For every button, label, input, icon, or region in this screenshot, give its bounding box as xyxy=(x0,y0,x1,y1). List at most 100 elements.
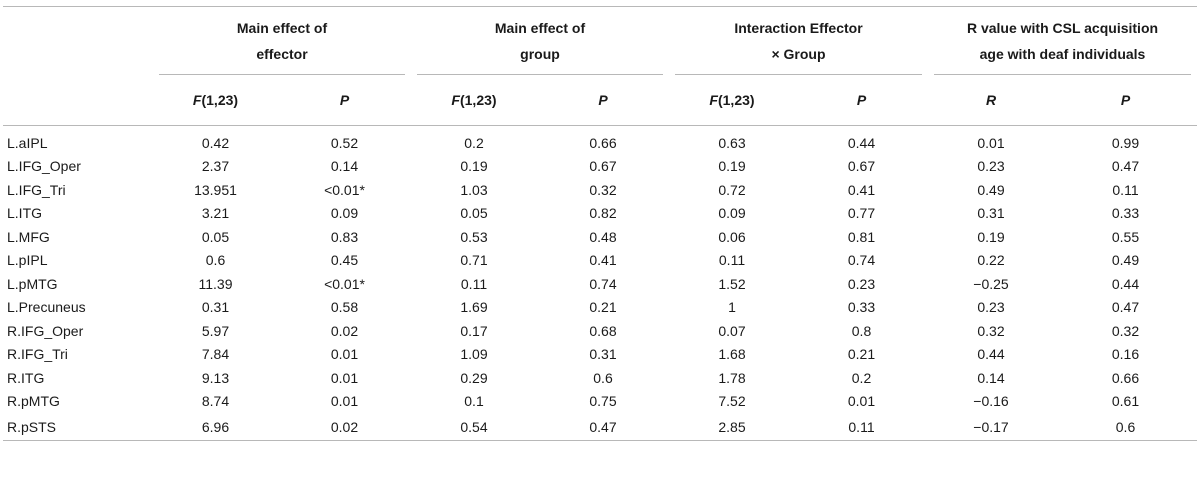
group-underline xyxy=(675,74,922,75)
col-header-p: P xyxy=(537,75,669,126)
col-header-p: P xyxy=(795,75,928,126)
cell-value: 0.82 xyxy=(589,205,617,222)
cell-value: 0.11 xyxy=(1112,181,1139,198)
table-row: R.IFG_Tri 7.84 0.01 1.09 0.31 1.68 0.21 … xyxy=(3,343,1197,367)
cell-value: 0.75 xyxy=(589,393,617,410)
cell-value: 0.44 xyxy=(847,134,876,151)
cell-value: 0.17 xyxy=(460,322,488,339)
cell-value: 0.77 xyxy=(847,205,876,222)
region-label: R.IFG_Tri xyxy=(7,346,68,363)
cell-value: 0.42 xyxy=(201,134,230,151)
table-row: L.Precuneus 0.31 0.58 1.69 0.21 1 0.33 0… xyxy=(3,296,1197,320)
f-symbol: F xyxy=(192,92,202,108)
group-underline xyxy=(159,74,405,75)
table-row: R.ITG 9.13 0.01 0.29 0.6 1.78 0.2 0.14 0… xyxy=(3,366,1197,390)
cell-value: 0.6 xyxy=(1054,413,1197,441)
region-label: L.Precuneus xyxy=(7,299,86,316)
cell-value: 0.02 xyxy=(278,413,411,441)
cell-value: 0.1 xyxy=(464,393,484,410)
cell-value: 2.85 xyxy=(669,413,795,441)
region-label: L.IFG_Oper xyxy=(7,158,81,175)
cell-value: 0.05 xyxy=(201,228,230,245)
cell-value: 0.61 xyxy=(1111,393,1140,410)
cell-value: −0.25 xyxy=(973,275,1009,292)
cell-value: 0.19 xyxy=(977,228,1005,245)
cell-value: 0.83 xyxy=(330,228,359,245)
cell-value: 11.39 xyxy=(198,275,233,292)
region-label: L.pMTG xyxy=(7,275,58,292)
cell-value: 0.6 xyxy=(205,252,226,269)
cell-value: 1.09 xyxy=(460,346,488,363)
cell-value: 0.21 xyxy=(589,299,617,316)
group-header-line1: R value with CSL acquisition xyxy=(966,20,1159,36)
region-label: L.ITG xyxy=(7,205,43,222)
cell-value: 0.33 xyxy=(847,299,876,316)
cell-value: 0.2 xyxy=(851,369,872,386)
cell-value: 0.06 xyxy=(718,228,746,245)
cell-value: 1.03 xyxy=(460,181,488,198)
cell-value: 0.47 xyxy=(1111,299,1140,316)
table-row: R.pSTS 6.96 0.02 0.54 0.47 2.85 0.11 −0.… xyxy=(3,413,1197,441)
cell-value: 0.02 xyxy=(330,322,359,339)
group-underline xyxy=(417,74,663,75)
cell-value: 0.63 xyxy=(718,134,746,151)
cell-value: 0.29 xyxy=(460,369,488,386)
group-header-effector: Main effect of effector xyxy=(153,6,411,75)
cell-value: 0.66 xyxy=(1111,369,1140,386)
f-symbol: F xyxy=(709,92,718,108)
region-label: R.IFG_Oper xyxy=(7,322,84,339)
cell-value: 0.09 xyxy=(330,205,359,222)
cell-value: 0.58 xyxy=(330,299,359,316)
cell-value: 0.2 xyxy=(464,134,484,151)
region-label: L.MFG xyxy=(7,228,50,245)
group-header-row: Main effect of effector Main effect of g… xyxy=(3,6,1197,75)
cell-value: 0.44 xyxy=(1111,275,1140,292)
cell-value: 0.31 xyxy=(201,299,230,316)
f-df: (1,23) xyxy=(459,92,497,108)
cell-value: 0.11 xyxy=(460,275,488,292)
cell-value: 0.11 xyxy=(795,413,928,441)
cell-value: 0.44 xyxy=(977,346,1005,363)
cell-value: <0.01* xyxy=(324,275,365,292)
region-label: L.pIPL xyxy=(7,252,48,269)
table-row: R.IFG_Oper 5.97 0.02 0.17 0.68 0.07 0.8 … xyxy=(3,319,1197,343)
cell-value: 7.52 xyxy=(718,393,746,410)
cell-value: 0.67 xyxy=(589,158,617,175)
table-row: L.pIPL 0.6 0.45 0.71 0.41 0.11 0.74 0.22… xyxy=(3,249,1197,273)
cell-value: 0.05 xyxy=(460,205,488,222)
col-header-f: F(1,23) xyxy=(153,75,278,126)
col-header-f: F(1,23) xyxy=(669,75,795,126)
f-df: (1,23) xyxy=(201,92,239,108)
cell-value: 0.14 xyxy=(330,158,359,175)
cell-value: 1.69 xyxy=(460,299,488,316)
cell-value: 0.31 xyxy=(977,205,1005,222)
cell-value: −0.16 xyxy=(973,393,1009,410)
col-header-r: R xyxy=(928,75,1054,126)
cell-value: 0.49 xyxy=(977,181,1005,198)
cell-value: 5.97 xyxy=(201,322,230,339)
group-header-line2: age with deaf individuals xyxy=(979,46,1146,62)
cell-value: 0.32 xyxy=(589,181,617,198)
cell-value: 0.23 xyxy=(847,275,876,292)
cell-value: 0.67 xyxy=(847,158,876,175)
table-row: L.IFG_Oper 2.37 0.14 0.19 0.67 0.19 0.67… xyxy=(3,155,1197,179)
cell-value: 0.07 xyxy=(718,322,746,339)
cell-value: 0.32 xyxy=(977,322,1005,339)
table-row: L.pMTG 11.39 <0.01* 0.11 0.74 1.52 0.23 … xyxy=(3,272,1197,296)
cell-value: 0.22 xyxy=(977,252,1005,269)
cell-value: 2.37 xyxy=(201,158,230,175)
cell-value: 1.52 xyxy=(718,275,746,292)
empty-corner-cell xyxy=(3,6,153,75)
f-symbol: F xyxy=(451,92,460,108)
cell-value: 0.01 xyxy=(330,369,359,386)
cell-value: 0.49 xyxy=(1111,252,1140,269)
cell-value: 0.54 xyxy=(411,413,537,441)
cell-value: 6.96 xyxy=(153,413,278,441)
empty-subheader-cell xyxy=(3,75,153,126)
table-body: L.aIPL 0.42 0.52 0.2 0.66 0.63 0.44 0.01… xyxy=(3,126,1197,441)
region-label: R.ITG xyxy=(7,369,45,386)
statistics-table: Main effect of effector Main effect of g… xyxy=(3,6,1197,441)
group-header-line2: effector xyxy=(256,46,308,62)
group-header-line2: × Group xyxy=(771,46,826,62)
